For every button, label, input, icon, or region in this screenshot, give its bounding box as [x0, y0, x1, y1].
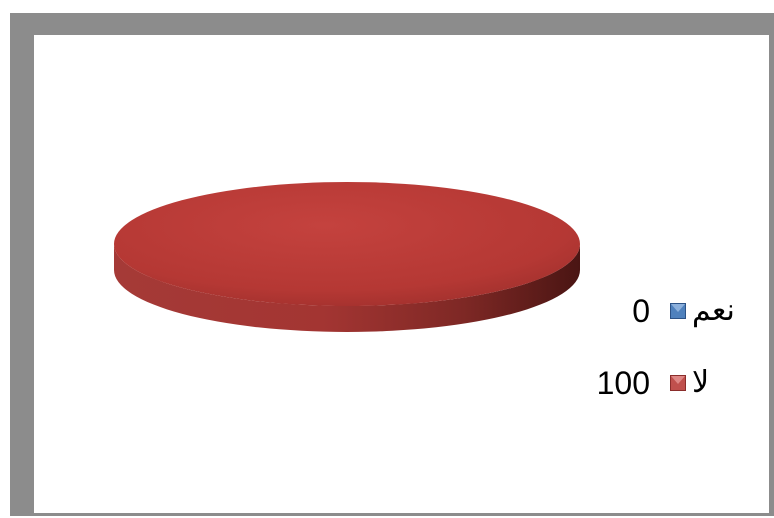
legend: 0 نعم 100 لا [580, 287, 770, 407]
pie-slices [114, 182, 580, 332]
pie-slice-2-side [114, 244, 580, 332]
legend-label: لا [692, 365, 710, 400]
legend-label: نعم [692, 293, 735, 328]
legend-swatch-blue [670, 303, 686, 319]
pie-chart [114, 182, 580, 332]
chart-area: 0 نعم 100 لا [34, 35, 769, 513]
pie-slice-2 [114, 182, 580, 306]
legend-value: 0 [632, 293, 650, 329]
chart-frame: 0 نعم 100 لا [10, 13, 774, 516]
swatch-square-icon [670, 303, 686, 319]
legend-item-no: 100 لا [580, 363, 770, 403]
swatch-square-icon [670, 375, 686, 391]
legend-value: 100 [596, 365, 650, 401]
legend-swatch-red [670, 375, 686, 391]
legend-item-yes: 0 نعم [580, 291, 770, 331]
